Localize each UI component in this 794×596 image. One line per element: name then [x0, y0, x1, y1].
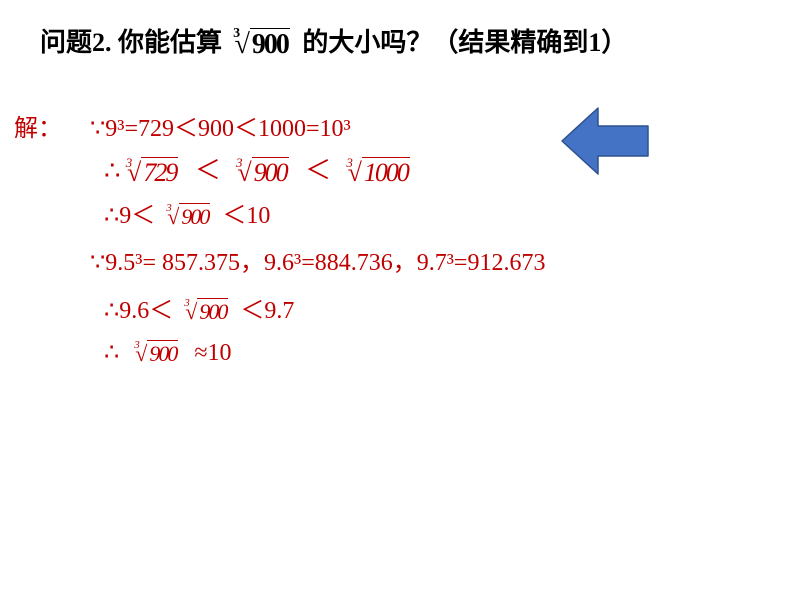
solution-line-1: ∵9³=729＜900＜1000=10³	[90, 108, 351, 143]
solution-line-5: ∴9.6＜ 3 √900 ＜9.7	[104, 290, 294, 325]
back-arrow-icon[interactable]	[560, 104, 652, 183]
cube-root-900-q: 3 √900	[235, 29, 290, 61]
cube-root-1000: 3 √1000	[348, 158, 410, 188]
solution-line-2: ∴ 3 √729 ＜ 3 √900 ＜ 3 √1000	[104, 150, 410, 188]
question-line: 问题2. 你能估算 3 √900 的大小吗？（结果精确到1）	[40, 22, 627, 61]
cube-root-900-b: 3 √900	[167, 204, 210, 230]
solution-line-6: ∴ 3 √900 ≈10	[104, 338, 232, 367]
question-closing: ）	[601, 28, 627, 57]
cube-root-729: 3 √729	[127, 158, 178, 188]
cube-root-900-c: 3 √900	[185, 299, 228, 325]
solution-line-4: ∵9.5³= 857.375，9.6³=884.736，9.7³=912.673	[90, 242, 545, 277]
solution-label: 解：	[14, 108, 62, 143]
question-prefix: 问题2. 你能估算	[40, 28, 222, 57]
solution-line-3: ∴9＜ 3 √900 ＜10	[104, 195, 270, 230]
cube-root-900-d: 3 √900	[135, 341, 178, 367]
question-precision: 1	[588, 28, 601, 57]
cube-root-900-a: 3 √900	[237, 158, 288, 188]
question-suffix: 的大小吗？（结果精确到	[302, 28, 588, 57]
